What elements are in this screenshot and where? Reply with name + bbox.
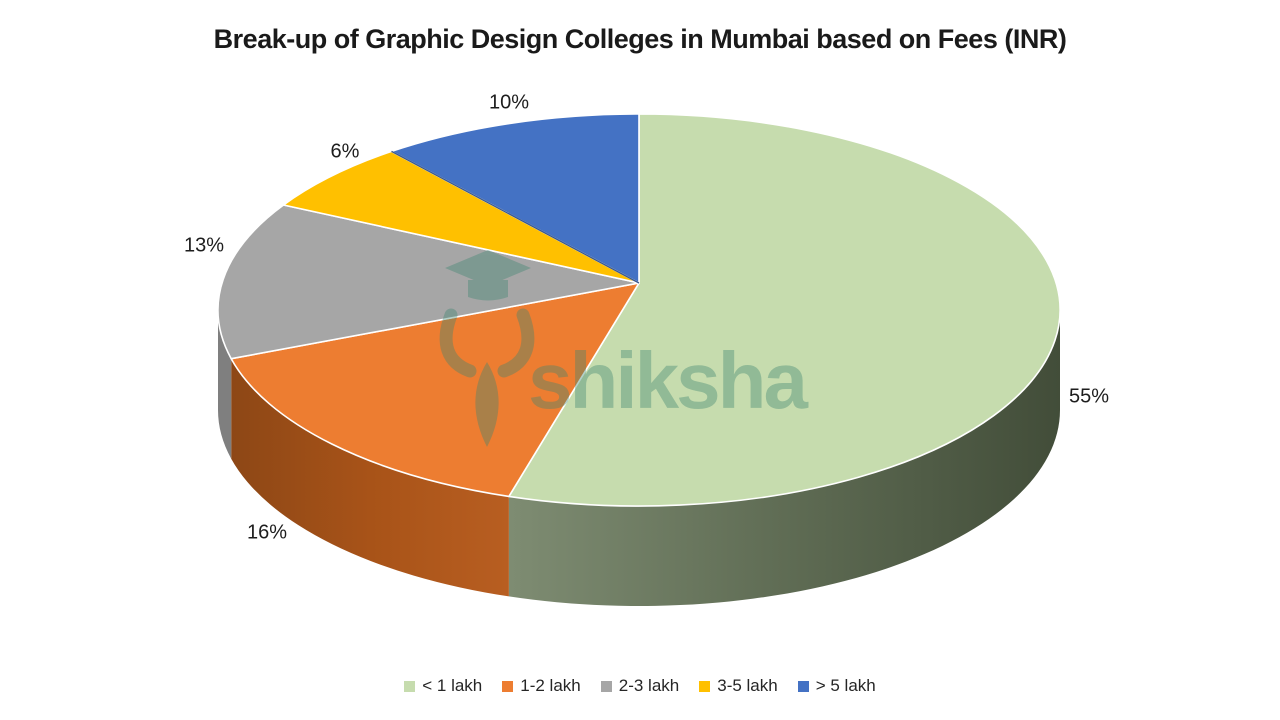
chart-title: Break-up of Graphic Design Colleges in M…: [213, 24, 1067, 54]
legend-item-1: 1-2 lakh: [502, 676, 581, 696]
pie-slice-4: [390, 113, 640, 284]
bird-tail-icon: [475, 362, 499, 447]
legend-swatch-3: [699, 680, 711, 692]
data-label-4: 10%: [488, 91, 530, 114]
legend-swatch-2: [600, 680, 612, 692]
legend-label-2: 2-3 lakh: [618, 676, 680, 695]
legend-label-0: < 1 lakh: [422, 676, 483, 695]
legend-label-1: 1-2 lakh: [520, 676, 581, 695]
chart-legend: < 1 lakh 1-2 lakh 2-3 lakh 3-5 lakh > 5 lakh: [0, 676, 1280, 696]
legend-item-0: < 1 lakh: [404, 676, 482, 696]
data-label-1: 16%: [246, 521, 288, 544]
graduation-cap-icon: [445, 250, 531, 286]
legend-swatch-4: [797, 680, 809, 692]
data-label-2: 13%: [183, 234, 225, 257]
legend-item-4: > 5 lakh: [797, 676, 876, 696]
legend-swatch-0: [404, 680, 416, 692]
pie-slice-1: [230, 282, 640, 498]
data-label-0: 55%: [1068, 385, 1110, 408]
pie-slice-3: [282, 150, 640, 284]
legend-label-3: 3-5 lakh: [717, 676, 778, 695]
watermark-text: shiksha: [528, 336, 808, 425]
pie-slice-0: [508, 113, 1061, 507]
graduation-cap-base: [468, 280, 508, 301]
pie-slice-2: [217, 204, 640, 360]
pie-side-2: [218, 310, 232, 459]
legend-item-2: 2-3 lakh: [600, 676, 680, 696]
legend-label-4: > 5 lakh: [815, 676, 876, 695]
data-label-3: 6%: [330, 140, 360, 163]
watermark: shiksha: [439, 250, 811, 447]
pie-side-0: [508, 310, 1060, 606]
bird-wing-left-icon: [439, 308, 477, 378]
legend-item-3: 3-5 lakh: [699, 676, 778, 696]
pie-side-1: [231, 358, 509, 597]
legend-swatch-1: [502, 680, 514, 692]
bird-wing-right-icon: [497, 308, 535, 378]
slice-edge-shadow: [391, 150, 640, 284]
